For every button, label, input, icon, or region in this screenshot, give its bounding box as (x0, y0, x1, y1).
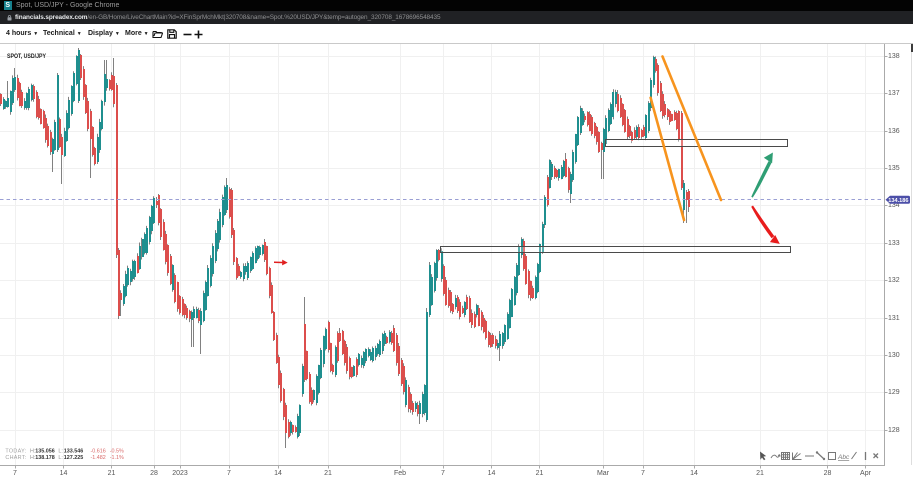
svg-text:14: 14 (488, 470, 496, 477)
svg-text:7: 7 (13, 470, 17, 477)
svg-text:127.225: 127.225 (64, 455, 84, 461)
svg-text:7: 7 (227, 470, 231, 477)
svg-text:-0.616: -0.616 (91, 449, 106, 455)
svg-text:14: 14 (60, 470, 68, 477)
svg-text:TODAY:: TODAY: (5, 449, 26, 455)
svg-text:133: 133 (888, 240, 900, 247)
svg-text:21: 21 (108, 470, 116, 477)
svg-text:28: 28 (824, 470, 832, 477)
svg-text:21: 21 (536, 470, 544, 477)
svg-text:130: 130 (888, 352, 900, 359)
svg-text:L:: L: (58, 449, 63, 455)
svg-text:133.546: 133.546 (64, 449, 84, 455)
svg-text:Mar: Mar (597, 470, 610, 477)
svg-text:Abc: Abc (837, 454, 850, 461)
svg-text:28: 28 (150, 470, 158, 477)
svg-text:138.178: 138.178 (35, 455, 55, 461)
svg-text:14: 14 (690, 470, 698, 477)
svg-text:SPOT, USD/JPY: SPOT, USD/JPY (7, 53, 47, 60)
svg-text:138: 138 (888, 53, 900, 60)
svg-text:H:: H: (30, 449, 35, 455)
svg-text:-0.5%: -0.5% (110, 449, 124, 455)
svg-text:134: 134 (888, 202, 900, 209)
svg-text:Feb: Feb (394, 470, 406, 477)
svg-text:135.056: 135.056 (35, 449, 55, 455)
svg-text:H:: H: (30, 455, 35, 461)
svg-text:132: 132 (888, 277, 900, 284)
svg-text:2023: 2023 (172, 470, 188, 477)
svg-text:136: 136 (888, 128, 900, 135)
svg-text:-1.1%: -1.1% (110, 455, 124, 461)
svg-text:128: 128 (888, 427, 900, 434)
svg-text:131: 131 (888, 315, 900, 322)
svg-text:L:: L: (58, 455, 63, 461)
svg-text:7: 7 (441, 470, 445, 477)
svg-text:7: 7 (641, 470, 645, 477)
svg-text:21: 21 (324, 470, 332, 477)
svg-text:129: 129 (888, 389, 900, 396)
svg-text:14: 14 (274, 470, 282, 477)
svg-text:135: 135 (888, 165, 900, 172)
svg-text:137: 137 (888, 90, 900, 97)
svg-text:CHART:: CHART: (5, 455, 26, 461)
svg-text:-1.482: -1.482 (91, 455, 106, 461)
svg-text:21: 21 (756, 470, 764, 477)
svg-text:134.186: 134.186 (888, 198, 908, 204)
svg-text:Apr: Apr (860, 470, 872, 477)
